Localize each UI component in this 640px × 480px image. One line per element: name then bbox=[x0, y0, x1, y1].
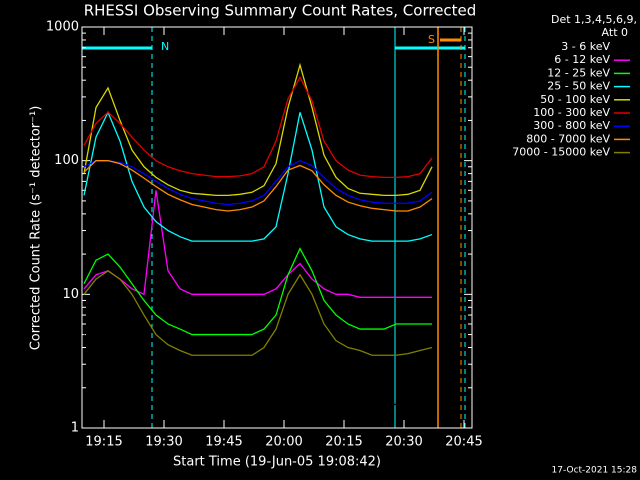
legend-label: 50 - 100 keV bbox=[540, 93, 610, 106]
x-tick-label: 19:15 bbox=[85, 435, 122, 450]
series-line bbox=[83, 190, 432, 298]
plot-frame bbox=[81, 26, 473, 429]
x-tick-label: 20:00 bbox=[265, 435, 302, 450]
legend-label: 300 - 800 keV bbox=[533, 119, 610, 132]
legend-label: 3 - 6 keV bbox=[561, 40, 610, 53]
x-tick-label: 20:15 bbox=[325, 435, 362, 450]
x-tick-label: 19:30 bbox=[145, 435, 182, 450]
series-line bbox=[83, 296, 433, 414]
chart-title: RHESSI Observing Summary Count Rates, Co… bbox=[84, 2, 477, 20]
y-tick-label: 10 bbox=[62, 287, 79, 302]
legend-label: 800 - 7000 keV bbox=[526, 132, 610, 145]
y-tick-label: 100 bbox=[54, 153, 79, 168]
annotation: N bbox=[161, 40, 169, 53]
legend-label: 25 - 50 keV bbox=[547, 80, 610, 93]
annotation: S bbox=[428, 33, 435, 46]
series-line bbox=[83, 75, 433, 179]
y-tick-label: 1000 bbox=[46, 20, 79, 35]
footer: 17-Oct-2021 15:28 bbox=[552, 466, 638, 476]
legend-title: Att 0 bbox=[602, 26, 628, 39]
legend-label: 100 - 300 keV bbox=[533, 106, 610, 119]
legend-label: 12 - 25 keV bbox=[547, 66, 610, 79]
x-tick-label: 20:45 bbox=[445, 435, 482, 450]
legend-title: Det 1,3,4,5,6,9, bbox=[551, 13, 637, 26]
series-line bbox=[83, 62, 433, 197]
x-axis-label: Start Time (19-Jun-05 19:08:42) bbox=[173, 455, 381, 470]
y-tick-label: 1 bbox=[71, 421, 79, 436]
series-line bbox=[83, 270, 433, 356]
y-axis-label: Corrected Count Rate (s⁻¹ detector⁻¹) bbox=[29, 106, 44, 351]
legend-label: 6 - 12 keV bbox=[554, 53, 610, 66]
series-line bbox=[83, 159, 433, 206]
series-line bbox=[83, 110, 433, 242]
series-line bbox=[83, 160, 433, 212]
x-tick-label: 19:45 bbox=[205, 435, 242, 450]
x-tick-label: 20:30 bbox=[385, 435, 422, 450]
legend-label: 7000 - 15000 keV bbox=[512, 146, 610, 159]
series-line bbox=[83, 247, 432, 336]
